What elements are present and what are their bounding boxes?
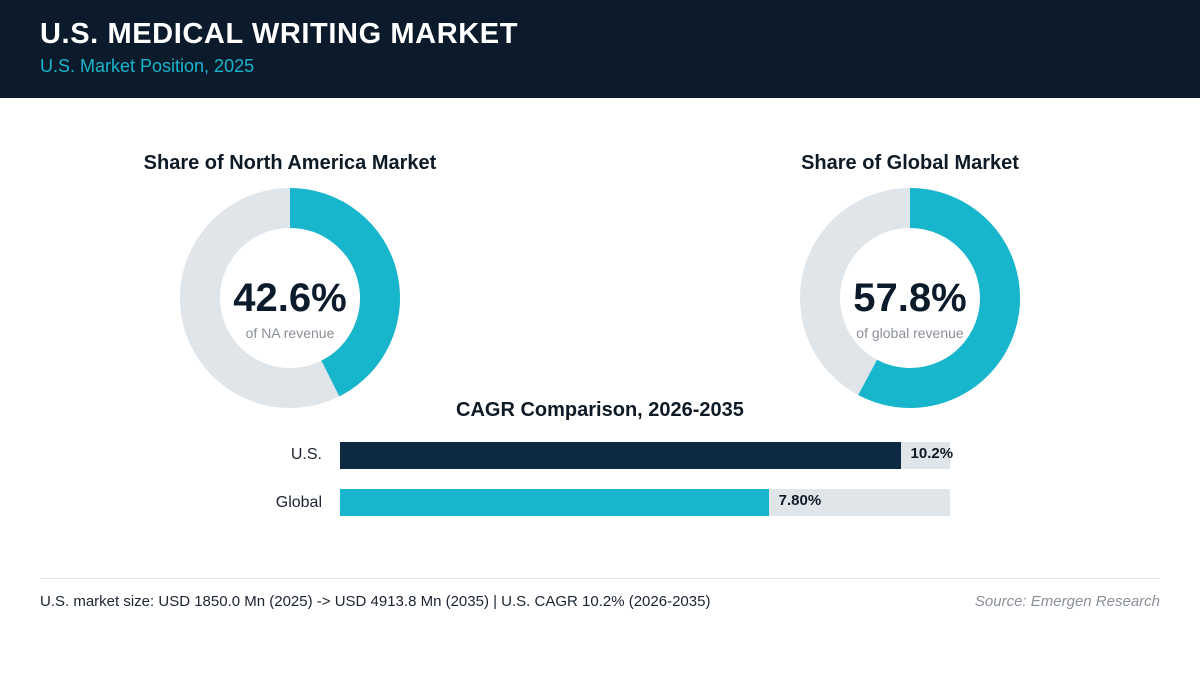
na-share-donut — [180, 188, 400, 408]
cagr-chart-title: CAGR Comparison, 2026-2035 — [456, 399, 744, 421]
global-share-donut — [800, 188, 1020, 408]
bar-category-us: U.S. — [290, 446, 322, 463]
page-title: U.S. MEDICAL WRITING MARKET — [40, 18, 519, 50]
bar-value-us: 10.2% — [910, 445, 954, 462]
global-donut-share-arc — [858, 188, 1020, 408]
global-share-sublabel: of global revenue — [856, 325, 964, 341]
global-share-value: 57.8% — [853, 276, 967, 320]
footer-divider — [40, 578, 1160, 579]
global-donut-title: Share of Global Market — [801, 152, 1019, 174]
bar-global-cagr — [340, 489, 769, 516]
header-banner: U.S. MEDICAL WRITING MARKET U.S. Market … — [0, 0, 1200, 98]
bar-value-global: 7.80% — [778, 492, 822, 509]
source-credit: Source: Emergen Research — [974, 593, 1160, 610]
na-share-sublabel: of NA revenue — [245, 325, 335, 341]
page-subtitle: U.S. Market Position, 2025 — [40, 56, 255, 76]
bar-category-global: Global — [275, 494, 322, 511]
footer-summary: U.S. market size: USD 1850.0 Mn (2025) -… — [40, 593, 711, 610]
na-donut-title: Share of North America Market — [143, 152, 437, 174]
na-donut-share-arc — [289, 188, 400, 397]
bar-us-cagr — [340, 442, 901, 469]
na-share-value: 42.6% — [233, 276, 347, 320]
